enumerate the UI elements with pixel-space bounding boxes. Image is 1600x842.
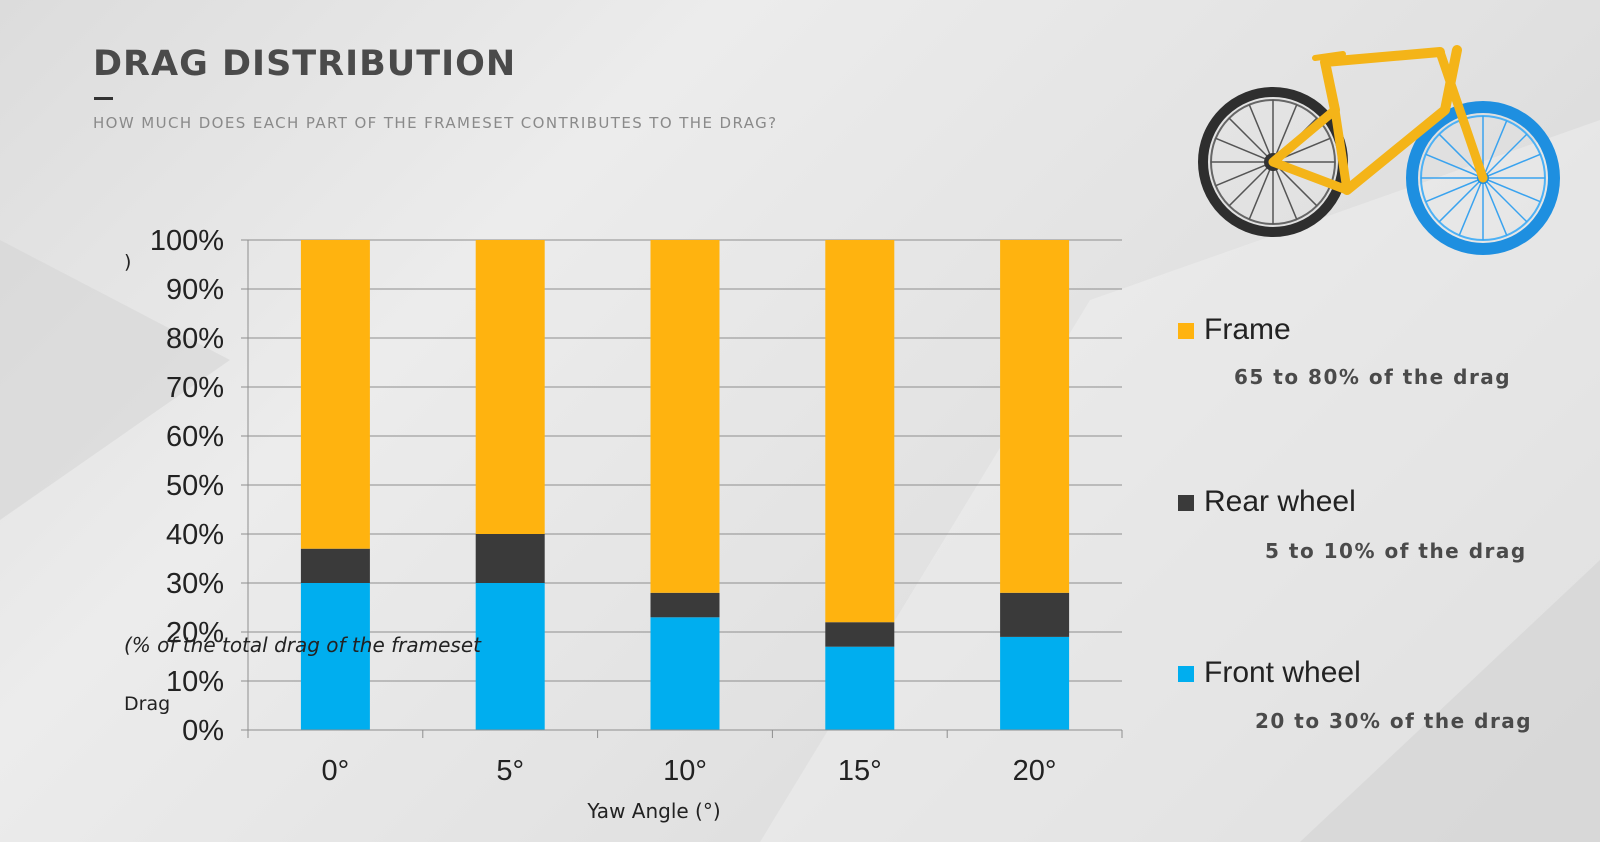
wheel-spoke: [1482, 177, 1508, 236]
legend-swatch-frame: [1178, 323, 1194, 339]
page-subtitle: HOW MUCH DOES EACH PART OF THE FRAMESET …: [93, 114, 778, 132]
wheel-spoke: [1248, 104, 1274, 163]
legend-label-frame: Frame: [1204, 313, 1291, 346]
front-wheel-illustration: [1406, 101, 1560, 255]
title-underline: [94, 97, 113, 100]
wheel-spoke: [1482, 153, 1541, 179]
y-tick-label: 100%: [150, 225, 224, 257]
y-tick-label: 70%: [166, 372, 224, 404]
bar-frame: [825, 240, 895, 623]
y-axis-title: Drag: [124, 693, 170, 715]
bar-frame: [650, 240, 720, 593]
bar-rear-wheel: [650, 592, 720, 618]
y-tick-label: 0%: [182, 715, 224, 747]
y-tick-label: 30%: [166, 568, 224, 600]
y-tick-label: 40%: [166, 519, 224, 551]
legend-swatch-front-wheel: [1178, 666, 1194, 682]
frame-illustration: [1268, 45, 1488, 195]
page-title: DRAG DISTRIBUTION: [93, 44, 517, 84]
y-tick-label: 60%: [166, 421, 224, 453]
bar-rear-wheel: [825, 622, 895, 647]
x-axis-title: Yaw Angle (°): [586, 799, 720, 823]
legend-label-front-wheel: Front wheel: [1204, 656, 1361, 689]
legend-note-front-wheel: 20 to 30% of the drag: [1255, 709, 1533, 733]
chart-axes: [247, 240, 1123, 738]
y-tick-label: 10%: [166, 666, 224, 698]
bicycle-icon: [1198, 45, 1560, 255]
bar-frame: [1000, 240, 1070, 593]
legend-label-rear-wheel: Rear wheel: [1204, 485, 1356, 518]
wheel-spoke: [1248, 161, 1274, 220]
legend-note-frame: 65 to 80% of the drag: [1234, 365, 1512, 389]
wheel-spoke: [1482, 120, 1508, 179]
drag-distribution-chart: 0% 10% 20% 30% 40% 50% 60% 70% 80% 90% 100% 0° 5° 10°…: [124, 225, 1123, 823]
legend-note-rear-wheel: 5 to 10% of the drag: [1265, 539, 1527, 563]
y-tick-label: 20%: [166, 617, 224, 649]
chart-labels: 0% 10% 20% 30% 40% 50% 60% 70% 80% 90% 100% 0° 5° 10°…: [124, 225, 1057, 823]
y-axis-title: (% of the total drag of the frameset: [124, 633, 482, 657]
wheel-spoke: [1425, 153, 1484, 179]
wheel-spoke: [1482, 177, 1541, 203]
y-tick-label: 80%: [166, 323, 224, 355]
bar-rear-wheel: [1000, 592, 1070, 637]
bar-front-wheel: [475, 583, 545, 730]
wheel-spoke: [1458, 177, 1484, 236]
bar-rear-wheel: [475, 534, 545, 583]
legend-swatch-rear-wheel: [1178, 495, 1194, 511]
wheel-spoke: [1438, 133, 1484, 179]
x-tick-label: 5°: [496, 755, 524, 787]
wheel-spoke: [1482, 177, 1528, 223]
wheel-spoke: [1215, 137, 1274, 163]
wheel-spoke: [1228, 161, 1274, 207]
wheel-spoke: [1272, 161, 1298, 220]
bar-rear-wheel: [300, 548, 370, 583]
wheel-spoke: [1215, 161, 1274, 187]
bar-frame: [300, 240, 370, 549]
chart-bars: [300, 240, 1070, 730]
bar-front-wheel: [300, 583, 370, 730]
wheel-spoke: [1228, 117, 1274, 163]
wheel-spoke: [1425, 177, 1484, 203]
y-axis-title: ): [124, 251, 131, 273]
y-tick-label: 50%: [166, 470, 224, 502]
wheel-spoke: [1482, 133, 1528, 179]
bar-front-wheel: [650, 617, 720, 730]
bar-front-wheel: [1000, 636, 1070, 730]
y-tick-label: 90%: [166, 274, 224, 306]
x-tick-label: 15°: [838, 755, 882, 787]
bar-front-wheel: [825, 646, 895, 730]
bar-frame: [475, 240, 545, 534]
x-tick-label: 0°: [322, 755, 350, 787]
x-tick-label: 20°: [1013, 755, 1057, 787]
wheel-spoke: [1438, 177, 1484, 223]
wheel-spoke: [1272, 104, 1298, 163]
x-tick-label: 10°: [663, 755, 707, 787]
